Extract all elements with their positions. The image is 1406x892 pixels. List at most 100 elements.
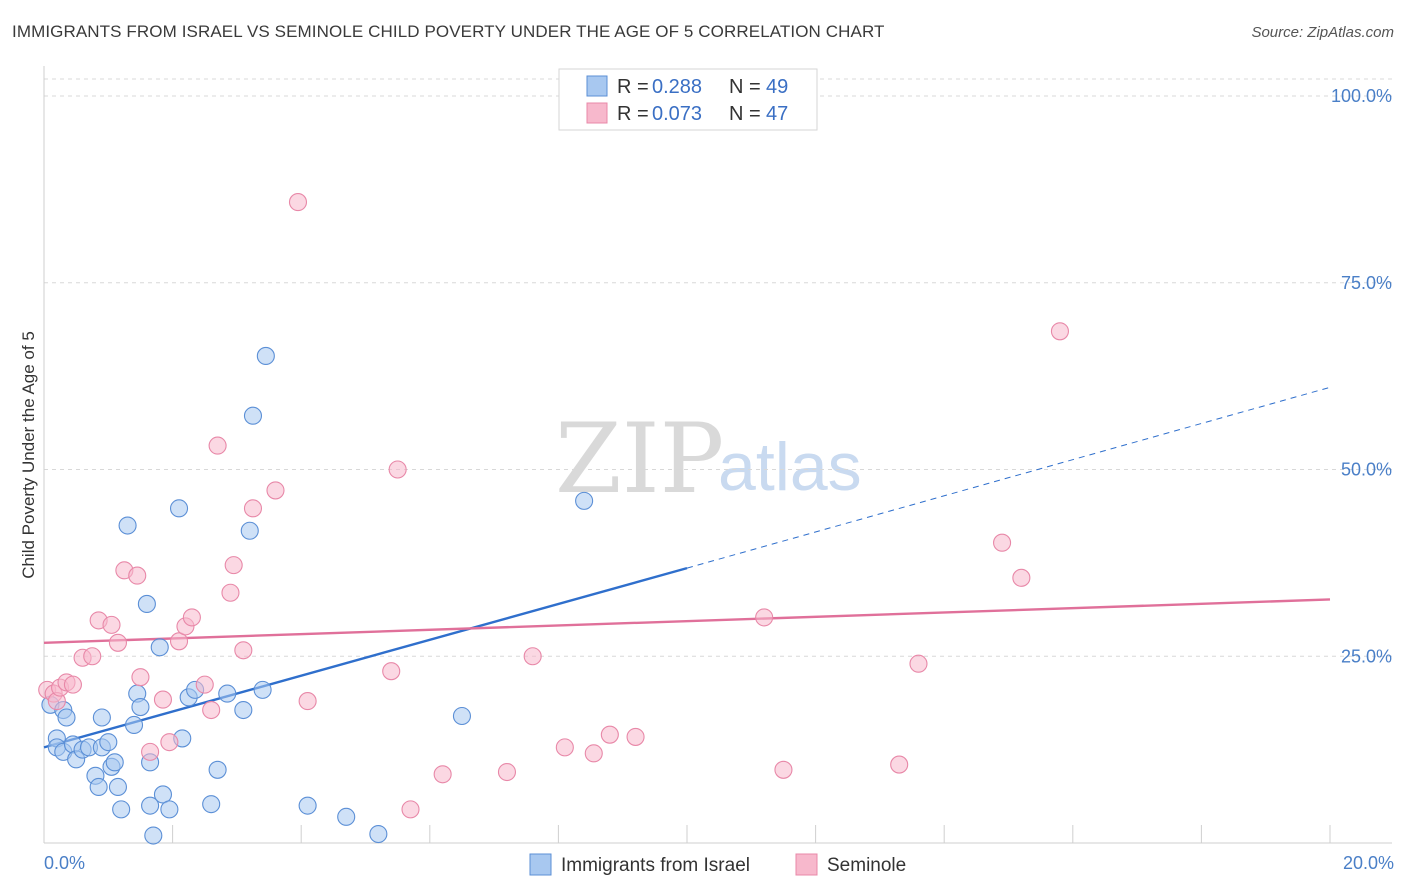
point-seminole-28 <box>288 193 308 212</box>
point-seminole-31 <box>388 460 407 479</box>
point-seminole-5 <box>63 675 82 694</box>
point-israel-25 <box>141 796 160 815</box>
point-seminole-44 <box>993 533 1012 552</box>
point-israel-11 <box>89 777 108 797</box>
point-seminole-27 <box>266 481 285 500</box>
point-israel-29 <box>160 800 179 819</box>
point-seminole-32 <box>401 800 420 819</box>
point-israel-26 <box>144 826 163 845</box>
point-israel-28 <box>153 785 173 804</box>
trend-line-israel-extension <box>686 386 1331 569</box>
y-axis-label: Child Poverty Under the Age of 5 <box>19 331 38 579</box>
point-israel-42 <box>298 796 317 815</box>
legend-r-value-israel: 0.288 <box>652 76 702 98</box>
point-seminole-35 <box>523 647 542 666</box>
trend-line-seminole <box>43 598 1331 645</box>
point-seminole-43 <box>909 654 928 673</box>
point-seminole-30 <box>382 662 401 681</box>
chart-source: Source: ZipAtlas.com <box>1251 24 1394 41</box>
point-seminole-22 <box>208 436 227 455</box>
trend-line-israel <box>43 566 688 749</box>
legend-n-value-israel: 49 <box>766 76 788 98</box>
point-seminole-42 <box>890 755 909 774</box>
point-seminole-25 <box>234 641 253 660</box>
point-israel-5 <box>57 708 76 727</box>
watermark-atlas: atlas <box>718 429 862 505</box>
y-tick-label-50: 50.0% <box>1341 460 1392 480</box>
y-tick-label-75: 75.0% <box>1341 273 1392 293</box>
point-israel-30 <box>169 499 189 518</box>
legend-n-label-israel: N = <box>729 76 761 98</box>
point-israel-35 <box>208 760 227 779</box>
point-israel-37 <box>234 700 253 720</box>
y-tick-label-25: 25.0% <box>1341 646 1392 666</box>
point-seminole-13 <box>131 668 150 687</box>
point-seminole-19 <box>182 608 201 627</box>
series-legend-label-israel: Immigrants from Israel <box>561 855 750 876</box>
stats-legend: R = 0.288 N = 49 R = 0.073 N = 47 <box>558 68 818 131</box>
point-israel-44 <box>369 824 388 844</box>
point-seminole-37 <box>584 744 603 763</box>
legend-swatch-israel <box>586 75 608 97</box>
point-israel-40 <box>253 680 272 699</box>
data-points <box>38 193 1069 845</box>
point-seminole-10 <box>108 633 127 652</box>
point-seminole-12 <box>128 566 147 585</box>
point-seminole-23 <box>221 583 240 602</box>
legend-r-label-israel: R = <box>617 76 649 98</box>
point-israel-43 <box>337 807 356 826</box>
point-israel-20 <box>124 715 144 735</box>
point-israel-22 <box>131 697 150 717</box>
point-israel-46 <box>575 491 594 510</box>
point-israel-39 <box>243 406 263 425</box>
point-seminole-14 <box>141 742 160 761</box>
point-seminole-26 <box>243 499 263 518</box>
point-israel-14 <box>99 733 118 752</box>
x-tick-label-max: 20.0% <box>1343 853 1394 873</box>
legend-swatch-seminole <box>586 102 608 124</box>
point-seminole-40 <box>755 608 774 627</box>
point-israel-18 <box>112 800 131 819</box>
point-seminole-36 <box>555 738 574 757</box>
point-israel-23 <box>137 594 156 614</box>
grid-lines <box>44 78 1392 657</box>
series-legend: Immigrants from Israel Seminole <box>529 853 906 876</box>
point-israel-34 <box>202 795 221 814</box>
point-seminole-16 <box>160 733 179 752</box>
point-israel-13 <box>92 708 111 727</box>
chart-title: IMMIGRANTS FROM ISRAEL VS SEMINOLE CHILD… <box>12 22 885 41</box>
series-legend-label-seminole: Seminole <box>827 855 906 876</box>
point-seminole-46 <box>1050 322 1069 341</box>
point-seminole-38 <box>600 725 619 744</box>
legend-n-value-seminole: 47 <box>766 103 788 125</box>
y-tick-label-100: 100.0% <box>1331 86 1392 106</box>
trend-lines <box>43 386 1331 749</box>
point-seminole-21 <box>202 700 221 720</box>
series-legend-swatch-israel <box>529 853 552 876</box>
point-seminole-29 <box>298 692 317 711</box>
point-israel-27 <box>150 638 169 657</box>
point-seminole-45 <box>1012 568 1031 587</box>
legend-r-value-seminole: 0.073 <box>652 103 702 125</box>
point-seminole-34 <box>497 762 517 782</box>
point-seminole-17 <box>169 632 189 651</box>
point-israel-41 <box>256 346 275 366</box>
point-seminole-15 <box>153 690 173 709</box>
point-seminole-24 <box>224 556 243 575</box>
point-israel-38 <box>240 521 259 540</box>
point-seminole-41 <box>774 760 793 779</box>
point-israel-17 <box>108 777 127 797</box>
point-seminole-33 <box>433 765 452 784</box>
point-israel-19 <box>118 516 137 535</box>
x-tick-label-min: 0.0% <box>44 853 85 873</box>
axes: 25.0% 50.0% 75.0% 100.0% 0.0% 20.0% <box>43 66 1394 873</box>
legend-r-label-seminole: R = <box>617 103 649 125</box>
point-seminole-20 <box>195 675 214 694</box>
point-israel-36 <box>218 684 237 703</box>
point-seminole-39 <box>626 727 645 746</box>
series-legend-swatch-seminole <box>795 853 818 876</box>
point-seminole-7 <box>83 647 102 666</box>
legend-n-label-seminole: N = <box>729 103 761 125</box>
point-seminole-9 <box>102 615 121 634</box>
